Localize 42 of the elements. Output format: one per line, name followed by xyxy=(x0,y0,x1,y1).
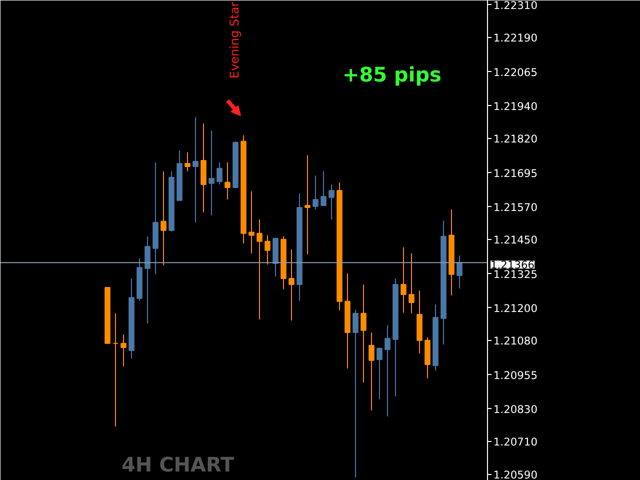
y-tick-label: 1.20955 xyxy=(493,368,538,382)
candlestick xyxy=(224,162,230,200)
candlestick xyxy=(376,347,382,400)
candlestick xyxy=(144,236,150,324)
y-tick-label: 1.20590 xyxy=(493,468,538,480)
annotation: +85 pips xyxy=(342,62,442,86)
candlestick xyxy=(216,162,222,186)
y-tick-label: 1.21820 xyxy=(493,132,538,146)
y-tick-label: 1.20710 xyxy=(493,436,538,449)
y-tick-label: 1.22065 xyxy=(493,66,538,79)
candlestick xyxy=(384,324,390,417)
y-tick-label: 1.22310 xyxy=(493,0,538,12)
candlestick xyxy=(312,175,318,210)
candlestick xyxy=(120,334,126,367)
candlestick xyxy=(288,249,294,321)
y-tick-label: 1.22190 xyxy=(493,32,538,45)
candlestick xyxy=(256,218,262,320)
candlestick xyxy=(304,154,310,255)
annotation: Evening Star xyxy=(228,2,242,78)
candlestick xyxy=(456,255,462,290)
candlestick xyxy=(328,184,334,220)
candlestick xyxy=(192,116,198,223)
y-tick-label: 1.21940 xyxy=(493,100,538,113)
y-tick-label: 1.21450 xyxy=(493,234,538,247)
y-tick-label: 1.21570 xyxy=(493,200,538,214)
y-tick-label: 1.21200 xyxy=(493,302,538,315)
candlestick xyxy=(184,152,190,172)
candlestick xyxy=(264,234,270,266)
y-tick-label: 1.21080 xyxy=(493,334,538,348)
candlestick xyxy=(160,170,166,266)
candlestick xyxy=(408,252,414,314)
candlestick xyxy=(248,190,254,254)
candlestick xyxy=(320,170,326,206)
candlestick xyxy=(360,284,366,383)
candlestick xyxy=(208,130,214,216)
candlestick xyxy=(400,246,406,314)
y-tick-label: 1.20830 xyxy=(493,402,538,416)
candlestick xyxy=(352,309,358,478)
candlestick xyxy=(368,332,374,411)
candlestick xyxy=(112,312,118,427)
annotation: 4H CHART xyxy=(122,452,235,476)
y-tick-label: 1.21695 xyxy=(493,166,538,180)
